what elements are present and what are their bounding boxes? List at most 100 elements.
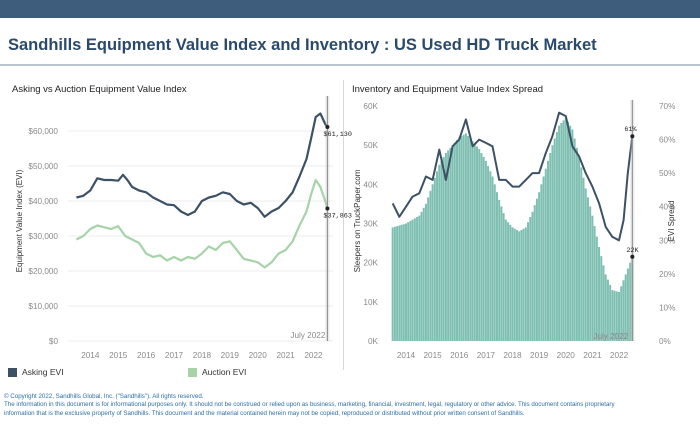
x-tick-label: 2014 (81, 351, 100, 360)
inventory-bar (491, 176, 494, 341)
inventory-bar (489, 171, 492, 341)
series-line-evi-spread (391, 111, 634, 242)
inventory-bar (478, 149, 481, 341)
inventory-bar (598, 247, 601, 341)
inventory-bar (549, 153, 552, 341)
inventory-bar (626, 268, 629, 341)
inventory-bar (451, 145, 454, 341)
inventory-bar (533, 205, 536, 341)
end-point-inventory (630, 254, 635, 259)
x-tick-label: 2017 (477, 351, 496, 360)
inventory-bar (424, 203, 427, 341)
y-tick-label-right: 10% (659, 303, 675, 312)
left-x-ticks: 2014 2015 2016 2017 2018 2019 2020 2021 2022 (81, 351, 323, 360)
left-y-ticks: $0 $10,000 $20,000 $30,000 $40,000 $50,000 $60… (28, 127, 58, 346)
x-tick-label: 2014 (397, 351, 416, 360)
inventory-bar (620, 286, 623, 341)
inventory-bar (569, 125, 572, 341)
inventory-bar (458, 137, 461, 341)
title-rule (0, 64, 700, 66)
inventory-bar (418, 215, 421, 341)
legend-asking-label: Asking EVI (22, 367, 64, 377)
legend-auction-label: Auction EVI (202, 367, 247, 377)
inventory-bar (396, 226, 399, 341)
inventory-bars (391, 117, 634, 342)
inventory-bar (602, 265, 605, 341)
inventory-bar (471, 141, 474, 342)
legend-asking-swatch (8, 367, 17, 377)
inventory-bar (606, 279, 609, 341)
right-x-ticks: 2014 2015 2016 2017 2018 2019 2020 2021 2022 (397, 351, 629, 360)
y-tick-label-left: 60K (363, 102, 378, 111)
inventory-bar (453, 142, 456, 341)
inventory-bar (582, 177, 585, 341)
legend-asking: Asking EVI (8, 367, 64, 377)
inventory-bar (409, 220, 412, 341)
inventory-bar (404, 223, 407, 341)
inventory-bar (469, 138, 472, 341)
x-tick-label: 2016 (137, 351, 156, 360)
inventory-bar (509, 224, 512, 341)
inventory-bar (500, 206, 503, 341)
x-tick-label: 2015 (109, 351, 128, 360)
end-label-auction-evi: $37,863 (323, 212, 352, 220)
inventory-bar (586, 197, 589, 341)
inventory-bar (431, 184, 434, 341)
inventory-bar (442, 156, 445, 341)
inventory-bar (515, 230, 518, 341)
y-tick-label-left: 0K (368, 337, 379, 346)
inventory-bar (493, 184, 496, 341)
inventory-bar (558, 125, 561, 341)
x-tick-label: 2020 (557, 351, 576, 360)
inventory-bar (524, 227, 527, 341)
inventory-bar (522, 228, 525, 341)
inventory-bar (591, 215, 594, 341)
y-tick-label-left: 10K (363, 298, 378, 307)
x-tick-label: 2022 (304, 351, 323, 360)
inventory-bar (495, 192, 498, 341)
inventory-bar (566, 121, 569, 341)
inventory-bar (511, 227, 514, 341)
x-tick-label: 2022 (610, 351, 629, 360)
inventory-bar (580, 167, 583, 341)
end-point-auction-evi (325, 206, 330, 211)
inventory-bar (573, 138, 576, 341)
left-chart: Equipment Value Index (EVI) $0 $10,000 $20… (15, 96, 352, 360)
y-tick-label-right: 0% (659, 337, 671, 346)
y-tick-label-right: 20% (659, 270, 675, 279)
inventory-bar (518, 231, 521, 341)
inventory-bar (540, 184, 543, 341)
inventory-bar (416, 217, 419, 341)
x-tick-label: 2018 (503, 351, 522, 360)
inventory-bar (615, 291, 618, 341)
x-tick-label: 2020 (249, 351, 268, 360)
inventory-bar (440, 160, 443, 341)
y-tick-label-right: 40% (659, 203, 675, 212)
right-series (391, 111, 634, 242)
inventory-bar (578, 156, 581, 341)
inventory-bar (429, 190, 432, 341)
left-gridlines (68, 130, 333, 342)
inventory-bar (402, 224, 405, 341)
y-tick-label: $0 (49, 337, 59, 346)
inventory-bar (456, 139, 459, 341)
end-point-evi-spread (630, 134, 635, 139)
inventory-bar (584, 188, 587, 342)
july-2022-label-right: July 2022 (593, 332, 628, 341)
inventory-bar (507, 222, 510, 341)
page-title: Sandhills Equipment Value Index and Inve… (8, 36, 597, 54)
end-point-asking-evi (325, 125, 330, 130)
y-tick-label-right: 30% (659, 236, 675, 245)
y-tick-label-left: 50K (363, 141, 378, 150)
y-tick-label-right: 70% (659, 102, 675, 111)
inventory-bar (520, 230, 523, 341)
inventory-bar (480, 153, 483, 341)
x-tick-label: 2019 (221, 351, 240, 360)
x-tick-label: 2018 (193, 351, 212, 360)
inventory-bar (555, 132, 558, 341)
right-y-axis-label-right: EVI Spread (667, 201, 676, 242)
y-tick-label-right: 50% (659, 169, 675, 178)
inventory-bar (553, 138, 556, 341)
inventory-bar (473, 143, 476, 341)
inventory-bar (535, 198, 538, 341)
